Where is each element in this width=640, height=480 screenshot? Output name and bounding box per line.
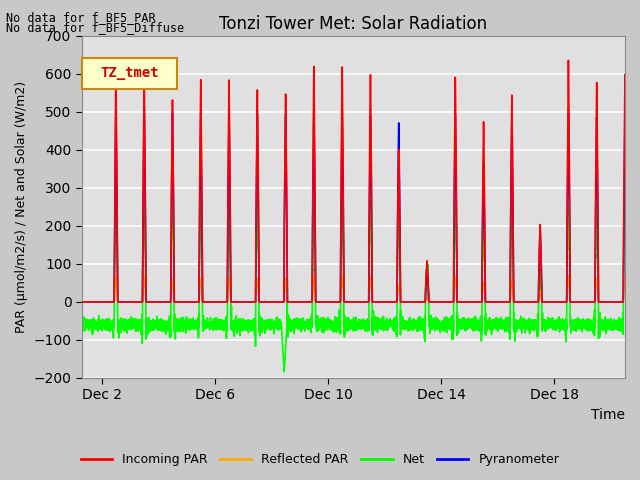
Text: TZ_tmet: TZ_tmet xyxy=(100,66,159,80)
Text: No data for f_BF5_PAR: No data for f_BF5_PAR xyxy=(6,11,156,24)
Title: Tonzi Tower Met: Solar Radiation: Tonzi Tower Met: Solar Radiation xyxy=(220,15,488,33)
FancyBboxPatch shape xyxy=(82,58,177,89)
Y-axis label: PAR (μmol/m2/s) / Net and Solar (W/m2): PAR (μmol/m2/s) / Net and Solar (W/m2) xyxy=(15,81,28,333)
Text: No data for f_BF5_Diffuse: No data for f_BF5_Diffuse xyxy=(6,21,184,34)
Legend: Incoming PAR, Reflected PAR, Net, Pyranometer: Incoming PAR, Reflected PAR, Net, Pyrano… xyxy=(76,448,564,471)
X-axis label: Time: Time xyxy=(591,408,625,422)
